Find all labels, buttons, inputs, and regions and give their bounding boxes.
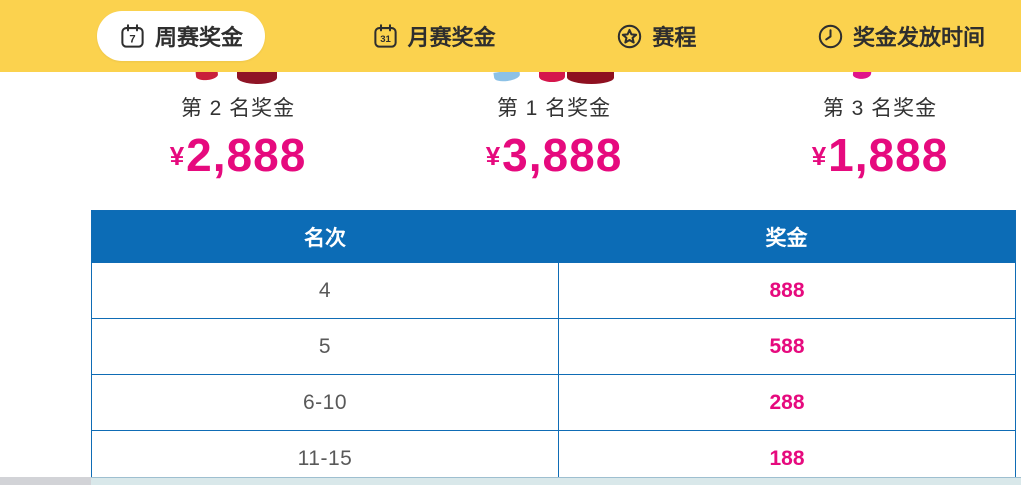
rank-cell: 6-10 bbox=[302, 390, 348, 414]
prize-block-1st: 第 1 名奖金 ¥3,888 bbox=[404, 92, 704, 178]
table-header-prize: 奖金 bbox=[765, 226, 808, 250]
prize-block-3rd: 第 3 名奖金 ¥1,888 bbox=[730, 92, 1021, 178]
prize-3rd-value: 1,888 bbox=[828, 129, 949, 181]
top-navbar: 7 周赛奖金 31 月赛奖金 赛程 bbox=[0, 0, 1021, 72]
prize-cell: 588 bbox=[558, 319, 1015, 374]
table-row: 4 888 bbox=[92, 262, 1015, 318]
tab-payout-time[interactable]: 奖金发放时间 bbox=[803, 11, 999, 61]
tab-schedule[interactable]: 赛程 bbox=[602, 11, 710, 61]
rank-cell: 11-15 bbox=[297, 446, 353, 470]
table-header-row: 名次 奖金 bbox=[92, 211, 1015, 262]
prize-3rd-label: 第 3 名奖金 bbox=[822, 97, 938, 120]
tab-schedule-label: 赛程 bbox=[652, 25, 697, 50]
tab-payout-time-label: 奖金发放时间 bbox=[852, 25, 985, 50]
calendar-month-icon: 31 bbox=[372, 23, 399, 50]
rank-cell: 4 bbox=[318, 278, 332, 302]
trophy-fragment-1st-red bbox=[539, 71, 565, 82]
calendar-week-icon: 7 bbox=[119, 23, 146, 50]
prize-cell: 888 bbox=[558, 263, 1015, 318]
tab-monthly-prize-label: 月赛奖金 bbox=[407, 25, 496, 50]
tab-monthly-prize[interactable]: 31 月赛奖金 bbox=[358, 11, 510, 61]
prize-cell: 288 bbox=[558, 375, 1015, 430]
currency-symbol: ¥ bbox=[485, 141, 501, 171]
star-circle-icon bbox=[616, 23, 643, 50]
table-row: 6-10 288 bbox=[92, 374, 1015, 430]
trophy-fragment-1st-dark bbox=[567, 71, 614, 84]
prize-1st-amount: ¥3,888 bbox=[404, 132, 704, 178]
table-row: 11-15 188 bbox=[92, 430, 1015, 478]
calendar-month-number: 31 bbox=[380, 34, 391, 45]
prize-1st-label: 第 1 名奖金 bbox=[496, 97, 612, 120]
prize-table: 名次 奖金 4 888 5 588 6-10 288 11-15 188 bbox=[91, 210, 1016, 478]
calendar-week-number: 7 bbox=[129, 33, 135, 45]
prize-2nd-amount: ¥2,888 bbox=[88, 132, 388, 178]
prize-2nd-label: 第 2 名奖金 bbox=[180, 97, 296, 120]
prize-cell: 188 bbox=[558, 431, 1015, 478]
prize-block-2nd: 第 2 名奖金 ¥2,888 bbox=[88, 92, 388, 178]
prize-1st-value: 3,888 bbox=[502, 129, 623, 181]
clock-icon bbox=[817, 23, 844, 50]
trophy-fragment-2nd-right bbox=[237, 71, 277, 84]
tab-weekly-prize-label: 周赛奖金 bbox=[155, 25, 244, 50]
horizontal-scrollbar-track[interactable] bbox=[0, 477, 1021, 485]
horizontal-scrollbar-thumb[interactable] bbox=[91, 477, 1021, 485]
tab-weekly-prize[interactable]: 7 周赛奖金 bbox=[97, 11, 266, 61]
rank-cell: 5 bbox=[318, 334, 332, 358]
currency-symbol: ¥ bbox=[811, 141, 827, 171]
currency-symbol: ¥ bbox=[169, 141, 185, 171]
table-row: 5 588 bbox=[92, 318, 1015, 374]
prize-2nd-value: 2,888 bbox=[186, 129, 307, 181]
table-header-rank: 名次 bbox=[304, 226, 346, 250]
prize-3rd-amount: ¥1,888 bbox=[730, 132, 1021, 178]
